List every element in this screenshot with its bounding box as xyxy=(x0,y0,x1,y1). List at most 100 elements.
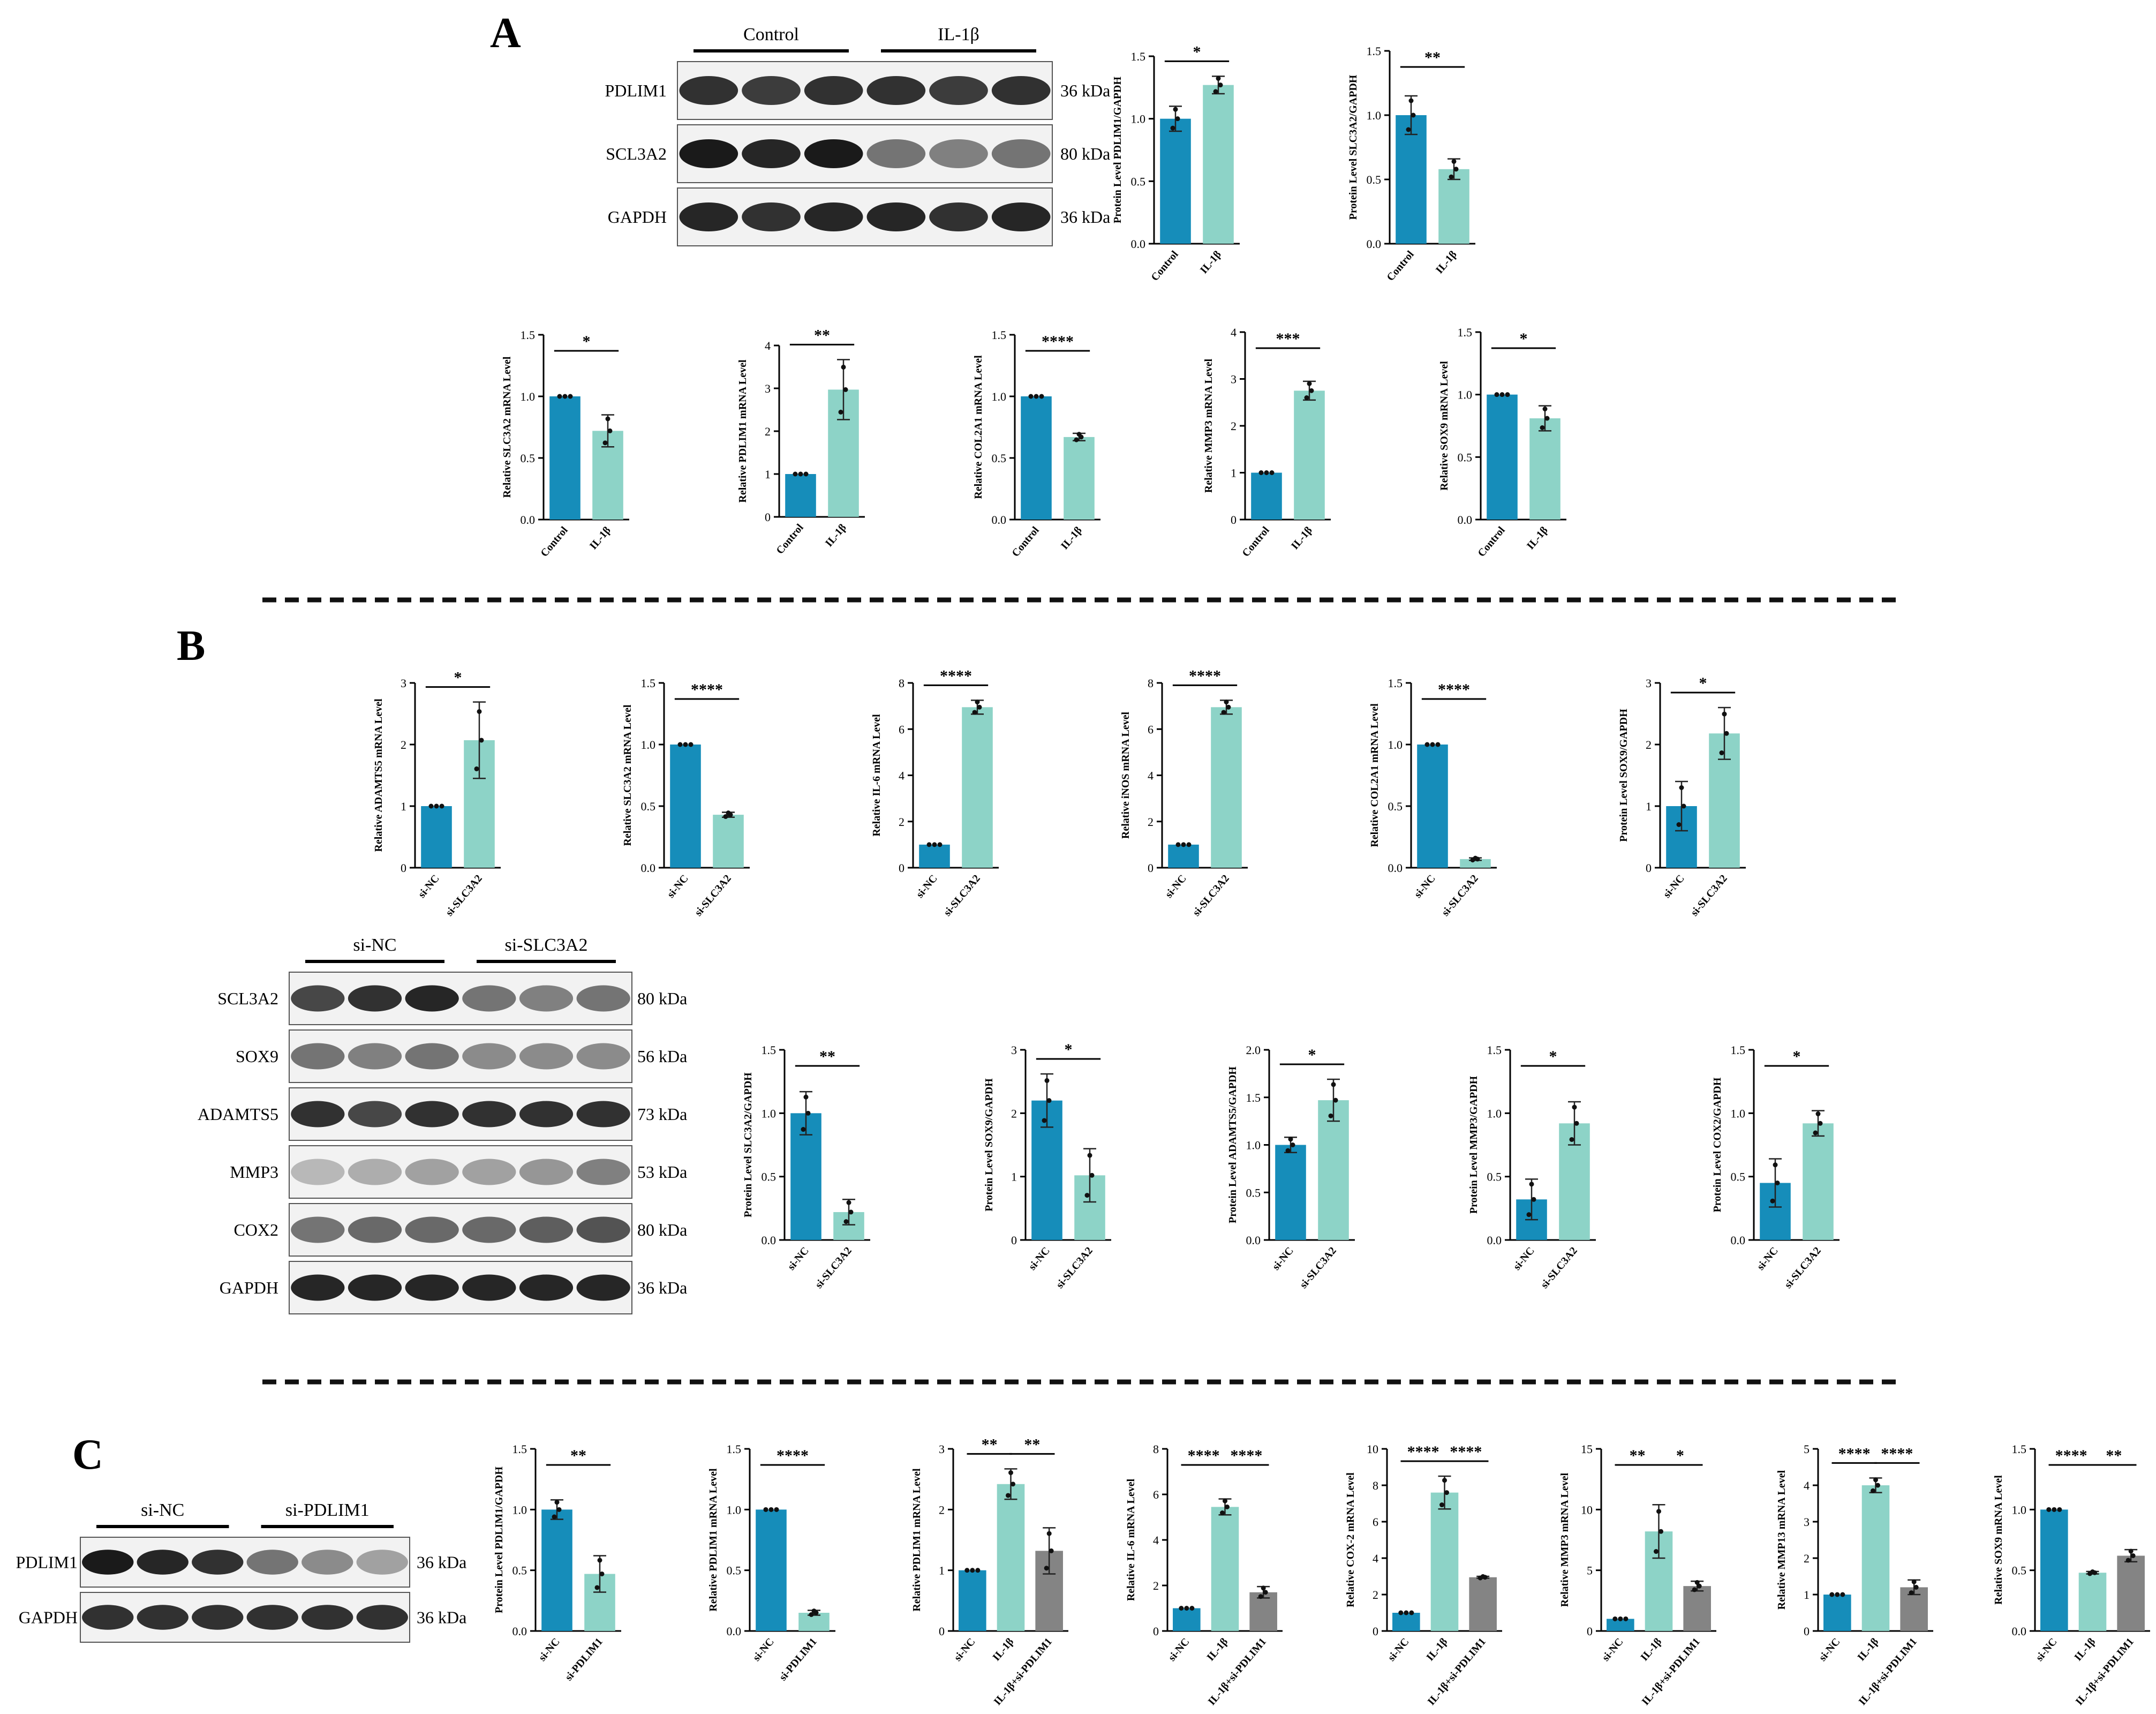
y-tick-label: 1.0 xyxy=(521,390,536,403)
data-point xyxy=(972,710,977,715)
y-tick-label: 1.0 xyxy=(512,1503,527,1516)
x-tick-label: IL-1β xyxy=(1434,249,1459,276)
significance-label: **** xyxy=(1188,1447,1220,1464)
bar xyxy=(919,844,950,868)
blot-strip xyxy=(677,124,1053,183)
significance-label: **** xyxy=(691,681,723,698)
data-point xyxy=(793,471,798,477)
data-point xyxy=(926,842,932,847)
data-point xyxy=(1285,1148,1291,1153)
y-tick-label: 1.0 xyxy=(1246,1139,1261,1152)
x-tick-label: si-NC xyxy=(786,1245,811,1273)
data-point xyxy=(1028,394,1034,399)
charts-layer: 0.0 0.5 1.0 1.5 Protein Level PDLIM1/GAPDH Co… xyxy=(373,43,2150,1708)
data-point xyxy=(677,742,683,747)
bar-chart: 0.0 0.5 1.0 1.5 2.0 Protein Level ADAMTS5/GAP… xyxy=(1227,1043,1355,1291)
x-tick-label: Control xyxy=(1149,249,1181,283)
data-point xyxy=(1679,785,1684,790)
data-point xyxy=(607,428,613,433)
blot-band xyxy=(405,1274,459,1301)
data-point xyxy=(838,409,843,415)
data-point xyxy=(1406,127,1411,132)
blot-band xyxy=(405,985,459,1012)
y-tick-label: 0 xyxy=(765,510,771,524)
bar xyxy=(1203,85,1234,244)
data-point xyxy=(841,364,846,370)
data-point xyxy=(848,1209,854,1215)
bar-chart: 0.0 0.5 1.0 1.5 Protein Level MMP3/GAPDH si-N… xyxy=(1468,1043,1596,1291)
y-axis-label: Relative SLC3A2 mRNA Level xyxy=(501,356,513,498)
bar xyxy=(2117,1555,2145,1631)
blot-protein-label: GAPDH xyxy=(608,207,667,227)
significance-label: * xyxy=(1065,1041,1073,1058)
x-tick-label: si-NC xyxy=(1600,1636,1625,1664)
data-point xyxy=(1046,1098,1052,1103)
blot-kda-label: 36 kDa xyxy=(417,1553,466,1572)
data-point xyxy=(562,394,568,399)
y-tick-label: 0 xyxy=(1646,861,1652,875)
y-tick-label: 1.0 xyxy=(2012,1503,2027,1516)
bar-chart: 0.0 0.5 1.0 1.5 Protein Level SLC3A2/GAPDH Co… xyxy=(1347,44,1475,283)
bar xyxy=(2078,1573,2107,1631)
y-axis-label: Protein Level SLC3A2/GAPDH xyxy=(1347,74,1359,220)
y-tick-label: 1.5 xyxy=(762,1043,777,1057)
data-point xyxy=(602,440,608,446)
blot-band xyxy=(866,76,926,105)
data-point xyxy=(1424,742,1430,747)
data-point xyxy=(1871,1488,1875,1493)
y-tick-label: 2 xyxy=(1148,815,1154,829)
x-tick-label: si-SLC3A2 xyxy=(1190,873,1232,919)
y-tick-label: 4 xyxy=(1148,769,1154,783)
x-tick-label: IL-1β xyxy=(1204,1636,1230,1663)
y-tick-label: 1.5 xyxy=(727,1442,742,1456)
bar xyxy=(1251,472,1282,520)
bar-chart: 0 2 4 6 8 Relative IL-6 mRNA Level si-NC si-SLC… xyxy=(871,667,999,919)
blot-band xyxy=(929,139,988,168)
y-tick-label: 0.0 xyxy=(727,1625,742,1638)
x-tick-label: Control xyxy=(774,522,806,557)
y-tick-label: 3 xyxy=(939,1442,945,1456)
data-point xyxy=(1044,1566,1049,1571)
data-point xyxy=(1453,167,1459,172)
significance-label: **** xyxy=(940,667,972,685)
y-tick-label: 1.5 xyxy=(1458,326,1473,339)
y-axis-label: Relative ADAMTS5 mRNA Level xyxy=(373,698,385,852)
x-tick-label: si-NC xyxy=(1385,1636,1411,1664)
bar xyxy=(1168,844,1199,868)
significance-label: **** xyxy=(1407,1443,1439,1461)
blot-band xyxy=(519,1274,574,1301)
blot-strip xyxy=(289,1029,632,1083)
bar-chart: 0 1 2 3 Protein Level SOX9/GAPDH si-NC si-SLC3… xyxy=(983,1041,1111,1291)
significance-label: **** xyxy=(1881,1445,1913,1462)
y-tick-label: 0.0 xyxy=(1246,1234,1261,1247)
blot-band xyxy=(348,1274,402,1301)
y-tick-label: 0.5 xyxy=(1246,1186,1261,1199)
blot-protein-label: SOX9 xyxy=(236,1047,278,1066)
y-axis-label: Relative MMP3 mRNA Level xyxy=(1559,1472,1571,1607)
x-tick-label: Control xyxy=(1240,524,1272,559)
y-tick-label: 6 xyxy=(1148,723,1154,736)
data-point xyxy=(846,1200,851,1205)
y-tick-label: 0 xyxy=(1153,1625,1159,1638)
bar-chart: 0.0 0.5 1.0 1.5 Relative SLC3A2 mRNA Level si… xyxy=(622,676,750,919)
blot-band xyxy=(82,1550,134,1575)
blot-strip xyxy=(80,1537,410,1588)
blot-band xyxy=(866,202,926,231)
y-axis-label: Protein Level MMP3/GAPDH xyxy=(1468,1076,1480,1214)
data-point xyxy=(1189,1606,1195,1611)
y-tick-label: 0.0 xyxy=(1131,237,1146,251)
x-tick-label: IL-1β xyxy=(2072,1636,2098,1663)
bar-chart: 0.0 0.5 1.0 1.5 Relative SOX9 mRNA Level si-N… xyxy=(1993,1442,2150,1708)
data-point xyxy=(723,814,728,820)
data-point xyxy=(1213,89,1218,94)
data-point xyxy=(2057,1507,2062,1512)
blot-kda-label: 36 kDa xyxy=(1060,81,1110,100)
blot-strip xyxy=(677,61,1053,120)
bar xyxy=(713,815,744,868)
blot-band xyxy=(291,1043,345,1070)
blot-band xyxy=(137,1605,189,1630)
significance-label: * xyxy=(583,333,591,350)
x-tick-label: IL-1β xyxy=(1289,524,1315,552)
data-point xyxy=(1046,1531,1052,1536)
